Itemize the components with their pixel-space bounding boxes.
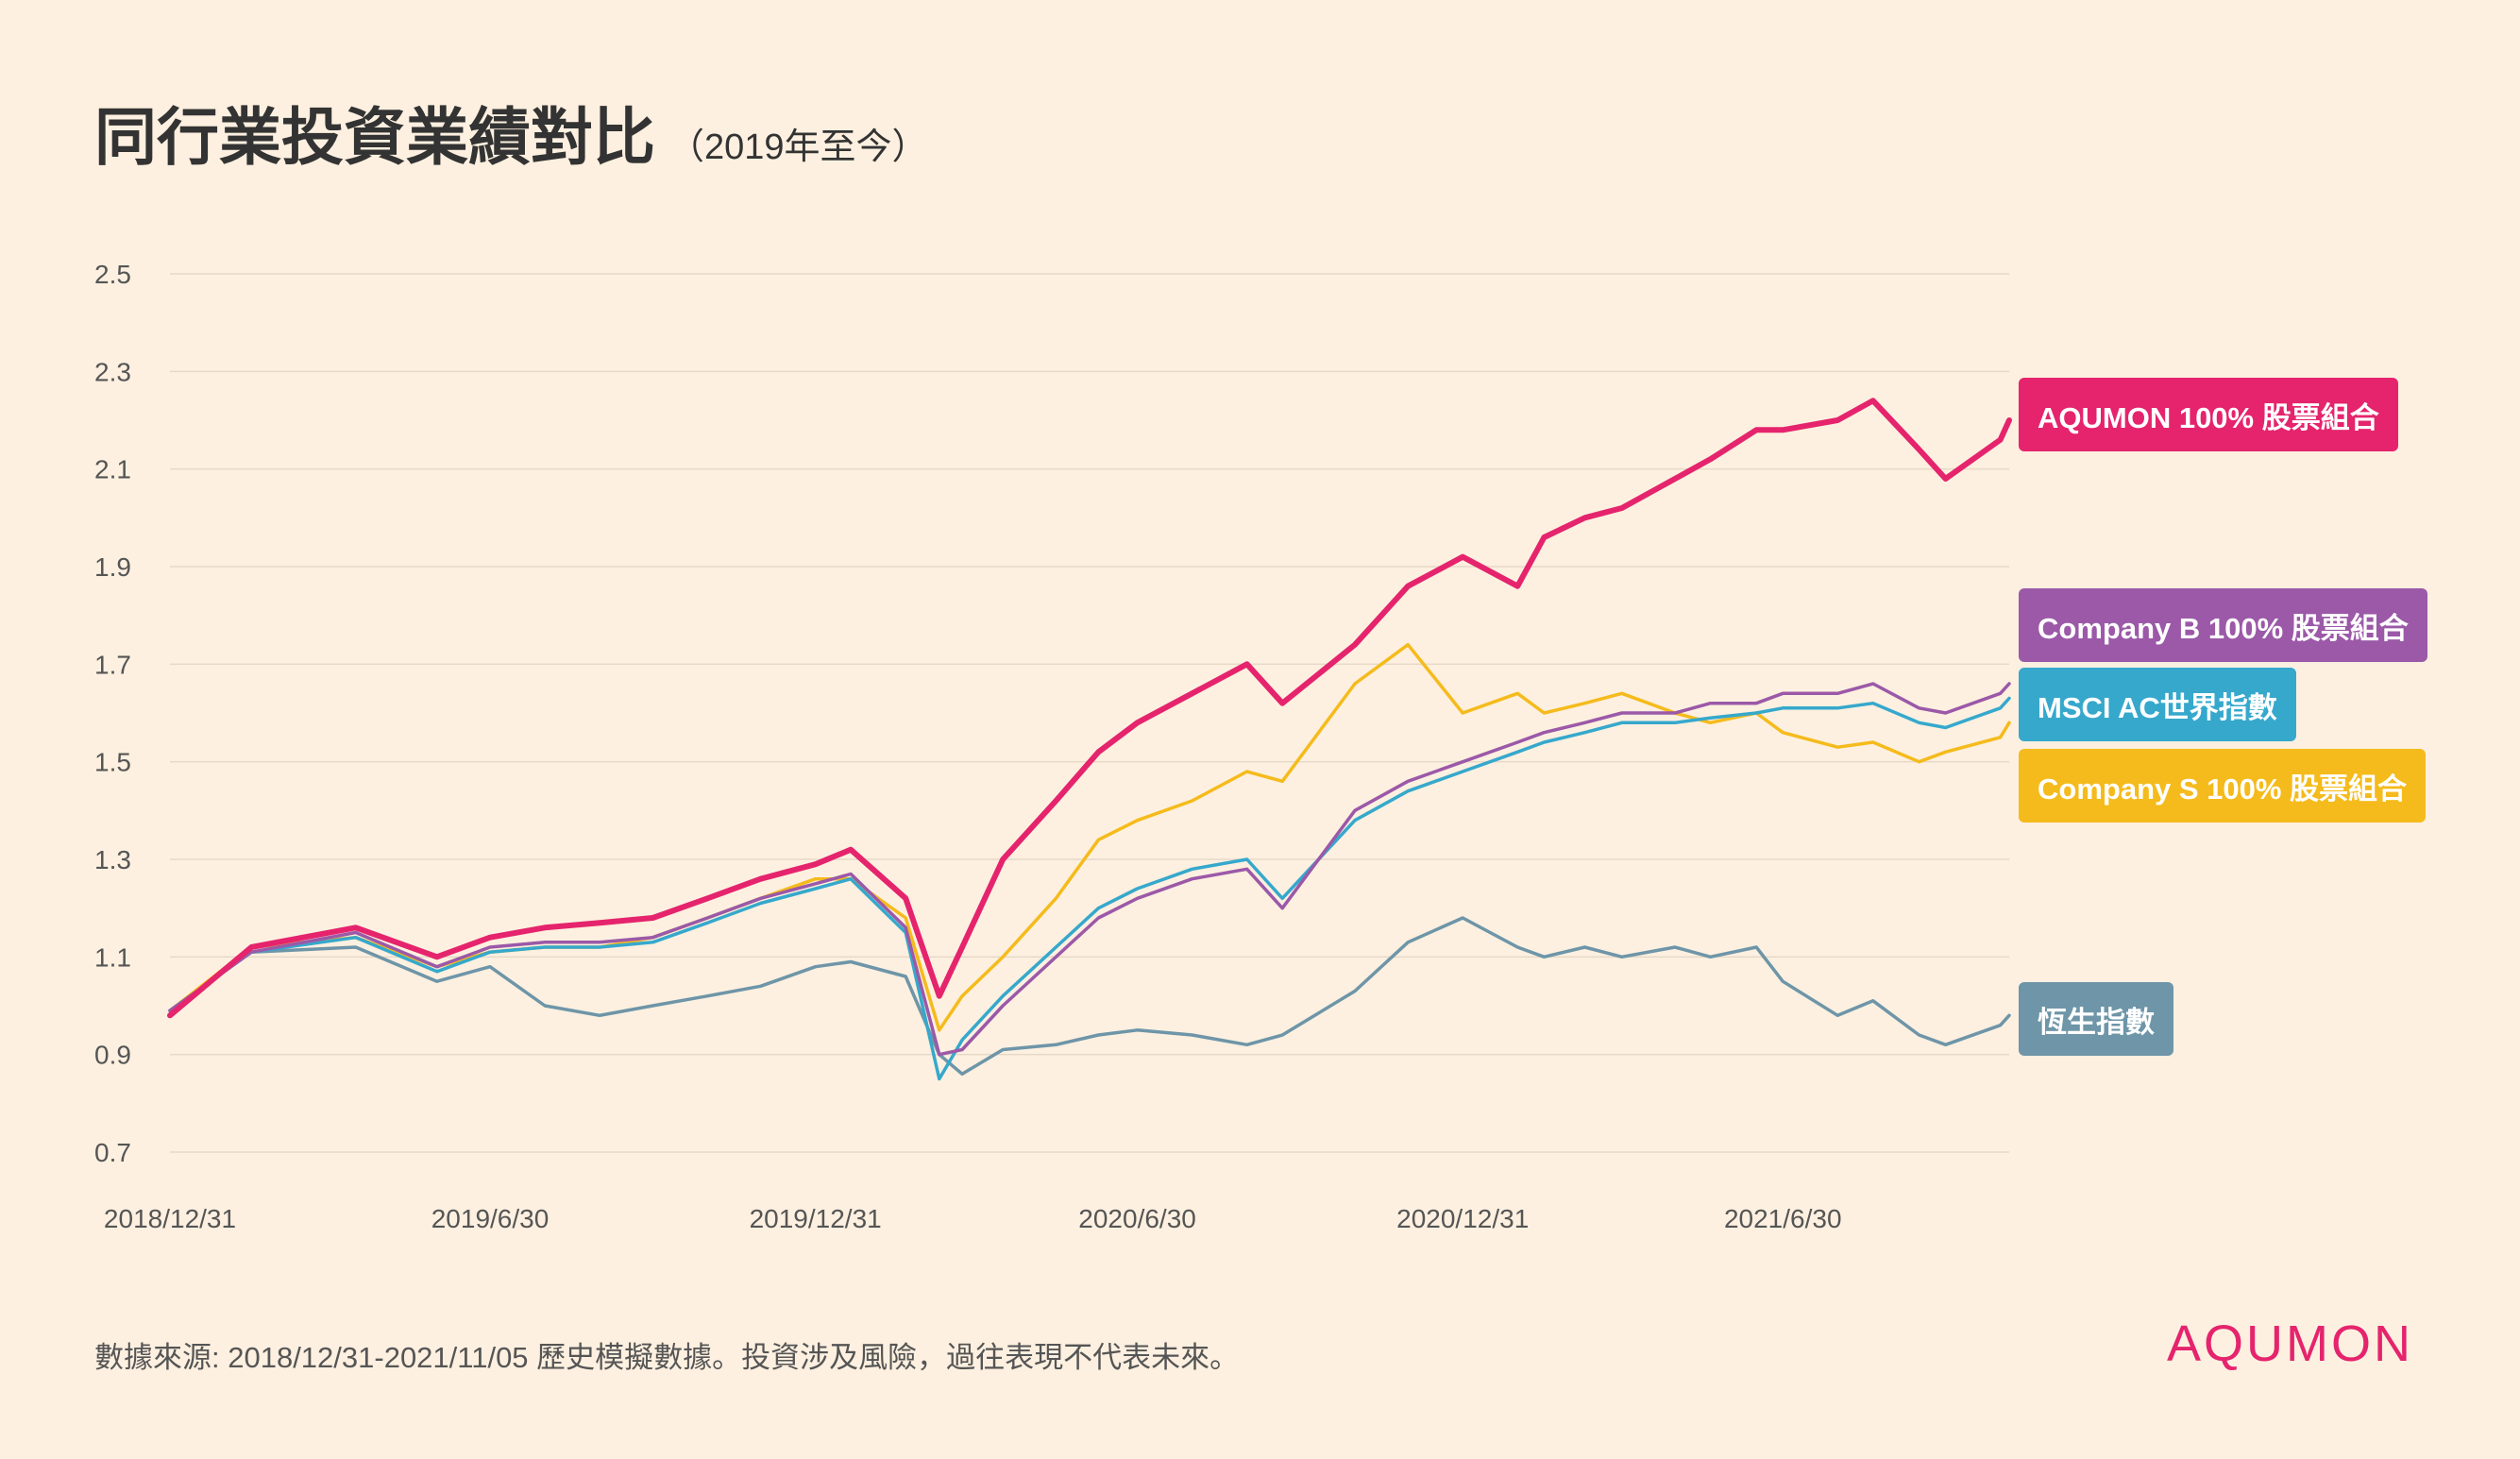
y-tick-label: 2.5 bbox=[94, 260, 131, 289]
chart-header: 同行業投資業績對比 （2019年至今） bbox=[94, 87, 928, 178]
series-line-1 bbox=[168, 682, 2011, 1057]
legend-tag-company-b: Company B 100% 股票組合 bbox=[2019, 588, 2427, 662]
series-lines bbox=[167, 398, 2012, 1081]
x-tick-label: 2018/12/31 bbox=[104, 1204, 236, 1233]
y-tick-label: 1.3 bbox=[94, 845, 131, 874]
data-source-note: 數據來源: 2018/12/31-2021/11/05 歷史模擬數據。投資涉及風… bbox=[94, 1341, 1240, 1374]
legend-label: Company S 100% 股票組合 bbox=[2038, 772, 2408, 806]
x-tick-label: 2021/6/30 bbox=[1724, 1204, 1842, 1233]
y-tick-label: 1.9 bbox=[94, 552, 131, 582]
y-tick-label: 1.5 bbox=[94, 748, 131, 777]
series-line-4 bbox=[168, 916, 2011, 1077]
brand-logo: AQUMON bbox=[2167, 1315, 2413, 1372]
legend-label: MSCI AC世界指數 bbox=[2038, 690, 2277, 724]
y-tick-label: 0.9 bbox=[94, 1041, 131, 1070]
x-tick-label: 2020/6/30 bbox=[1078, 1204, 1196, 1233]
y-tick-label: 2.3 bbox=[94, 357, 131, 386]
legend-tag-aqumon: AQUMON 100% 股票組合 bbox=[2019, 378, 2398, 451]
legend-label: 恆生指數 bbox=[2038, 1005, 2155, 1039]
x-tick-label: 2020/12/31 bbox=[1396, 1204, 1529, 1233]
series-line-2 bbox=[168, 696, 2011, 1081]
legend-tag-company-s: Company S 100% 股票組合 bbox=[2019, 749, 2427, 823]
y-tick-label: 1.1 bbox=[94, 942, 131, 972]
y-axis: 2.5 2.3 2.1 1.9 1.7 1.5 1.3 1.1 0.9 0.7 bbox=[94, 260, 131, 1167]
y-tick-label: 0.7 bbox=[94, 1138, 131, 1167]
legend-tag-msci: MSCI AC世界指數 bbox=[2019, 668, 2296, 741]
chart-title: 同行業投資業績對比 bbox=[94, 102, 655, 172]
legend-label: Company B 100% 股票組合 bbox=[2038, 611, 2409, 645]
x-axis: 2018/12/31 2019/6/30 2019/12/31 2020/6/30 20… bbox=[104, 1204, 1842, 1233]
legend-label: AQUMON 100% 股票組合 bbox=[2038, 400, 2379, 434]
legend-tag-hsi: 恆生指數 bbox=[2019, 982, 2173, 1056]
chart-grid bbox=[170, 273, 2009, 1153]
series-line-0 bbox=[167, 398, 2012, 1019]
x-tick-label: 2019/6/30 bbox=[431, 1204, 550, 1233]
y-tick-label: 1.7 bbox=[94, 650, 131, 679]
chart-subtitle: （2019年至今） bbox=[668, 127, 928, 167]
y-tick-label: 2.1 bbox=[94, 455, 131, 484]
x-tick-label: 2019/12/31 bbox=[750, 1204, 882, 1233]
